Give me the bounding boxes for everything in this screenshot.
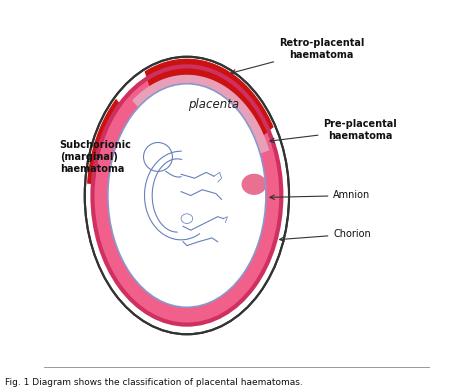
- Text: placenta: placenta: [188, 99, 239, 111]
- Text: Subchorionic
(marginal)
haematoma: Subchorionic (marginal) haematoma: [60, 140, 132, 174]
- Text: Retro-placental
haematoma: Retro-placental haematoma: [231, 38, 365, 74]
- Text: Amnion: Amnion: [270, 190, 371, 201]
- Ellipse shape: [242, 174, 266, 195]
- Polygon shape: [132, 75, 269, 154]
- Text: Chorion: Chorion: [280, 229, 371, 241]
- Ellipse shape: [85, 57, 289, 334]
- Ellipse shape: [108, 84, 266, 307]
- Polygon shape: [145, 59, 273, 138]
- Ellipse shape: [92, 66, 282, 325]
- Polygon shape: [87, 99, 121, 185]
- Text: Fig. 1 Diagram shows the classification of placental haematomas.: Fig. 1 Diagram shows the classification …: [5, 378, 302, 387]
- Text: Pre-placental
haematoma: Pre-placental haematoma: [270, 119, 397, 143]
